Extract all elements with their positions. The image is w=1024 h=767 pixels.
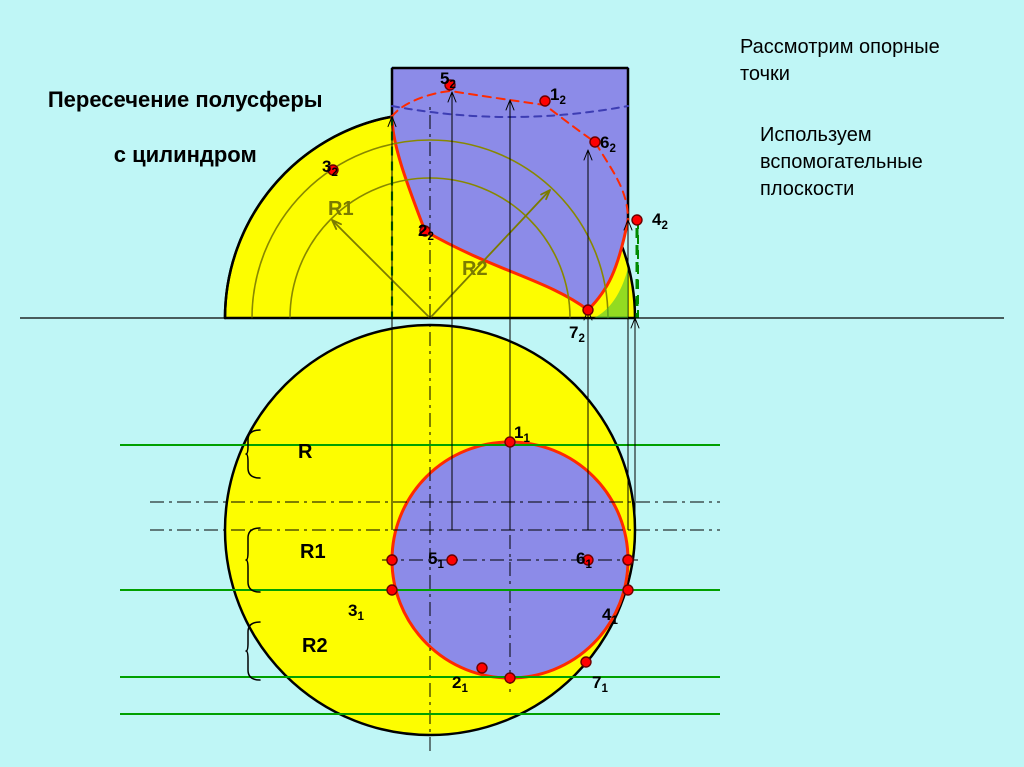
title-line2: с цилиндром [114,142,257,167]
svg-text:42: 42 [652,210,668,232]
note-1: Используем вспомогательные плоскости [760,122,923,203]
svg-text:R2: R2 [302,635,328,657]
svg-text:R1: R1 [328,198,354,220]
svg-text:72: 72 [569,323,585,345]
svg-text:R1: R1 [300,541,326,563]
title-line1: Пересечение полусферы [48,87,323,112]
diagram-stage: 5212623222427211516131412171R1R2RR1R2 Пе… [0,0,1024,767]
note-0: Рассмотрим опорные точки [740,34,940,88]
svg-text:R: R [298,441,313,463]
page-title: Пересечение полусферы с цилиндром [18,58,328,196]
svg-text:R2: R2 [462,258,488,280]
